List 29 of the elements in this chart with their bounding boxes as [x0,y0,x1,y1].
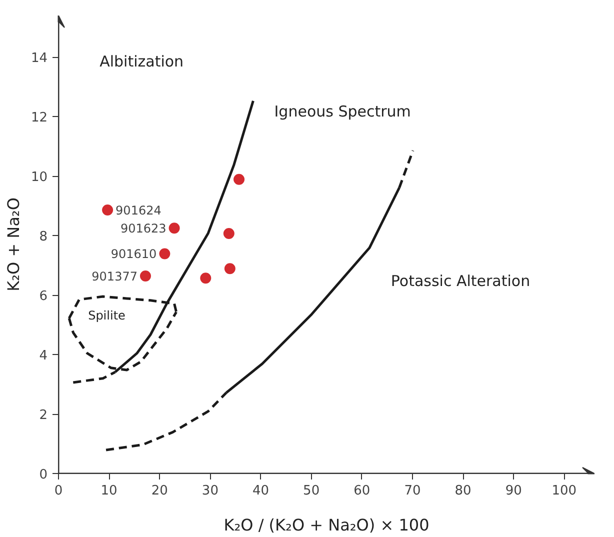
x-tick-label: 20 [151,484,168,498]
annotation: Albitization [100,52,184,70]
y-tick-label: 4 [39,348,48,364]
y-tick-label: 14 [30,51,48,66]
annotation: Spilite [88,308,126,322]
annotation: Igneous Spectrum [274,102,411,121]
y-tick-label: 8 [39,230,48,245]
annotation: 901377 [92,270,138,284]
x-tick-label: 70 [404,484,421,498]
y-tick-label: 2 [39,408,48,424]
x-tick-label: 40 [252,484,270,498]
y-tick-label: 0 [39,468,48,482]
y-tick-label: 12 [30,110,48,126]
x-tick-label: 30 [202,484,218,498]
x-tick-label: 60 [354,484,370,498]
annotation: 901623 [120,222,166,236]
annotation: 901610 [110,247,157,262]
x-tick-label: 90 [505,484,522,498]
y-tick-label: 6 [39,289,48,304]
y-tick-label: 10 [30,170,48,186]
x-tick-label: 50 [303,484,320,498]
x-tick-label: 80 [454,484,472,498]
annotation: Potassic Alteration [390,272,530,290]
x-axis-title: K₂O / (K₂O + Na₂O) × 100 [224,516,430,534]
annotation: 901624 [116,204,162,218]
x-tick-label: 0 [54,484,63,498]
x-tick-label: 100 [552,484,577,498]
y-axis-title: K₂O + Na₂O [4,198,23,292]
x-tick-label: 10 [100,484,118,498]
